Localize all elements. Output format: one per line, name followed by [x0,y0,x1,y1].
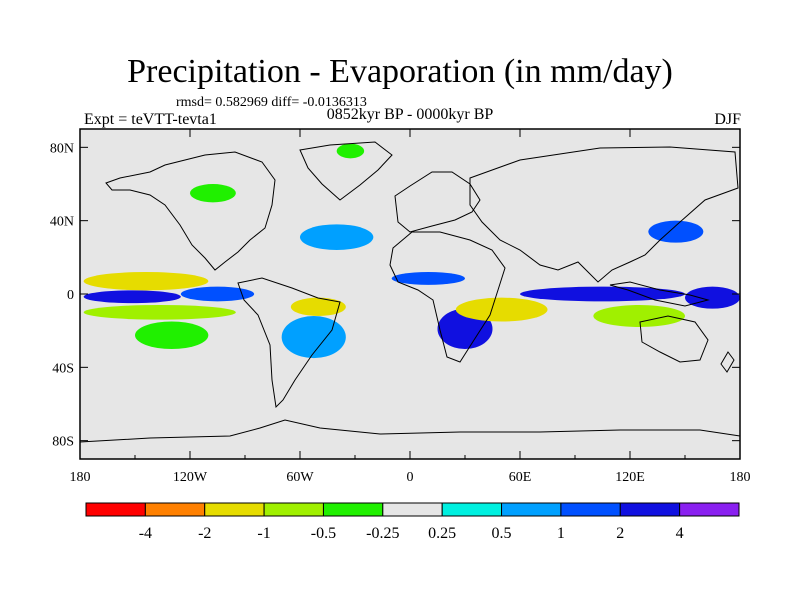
x-tick-label: 180 [730,470,751,485]
colorbar-box [263,502,324,517]
y-tick-label: 80S [52,435,74,450]
colorbar: -4 -2 -1 -0.5 -0.25 0.25 0.5 1 2 4 [85,502,740,542]
stats-line: rmsd= 0.582969 diff= -0.0136313 [176,95,367,110]
precip-region-11 [520,286,685,302]
x-tick-label: 120W [173,470,208,485]
coast-antarctica [79,419,741,443]
colorbar-label: 2 [616,525,624,542]
colorbar-label: -0.5 [311,525,336,542]
x-axis: 180 120W 60W 0 60E 120E 180 [70,129,751,485]
precip-region-0 [83,272,209,291]
colorbar-label: 0.25 [428,525,456,542]
coast-new-zealand [720,351,735,373]
experiment-label: Expt = teVTT-tevta1 [84,111,217,128]
colorbar-label: -2 [198,525,211,542]
colorbar-box [144,502,206,517]
x-tick-label: 60W [286,470,314,485]
coast-europe [394,171,481,233]
precip-region-14 [190,184,236,203]
season-label: DJF [714,111,741,128]
chart-title: Precipitation - Evaporation (in mm/day) [127,53,673,90]
colorbar-box [679,502,740,517]
precip-region-8 [391,272,466,285]
precip-region-6 [281,316,346,359]
coastlines [79,141,741,443]
coast-greenland [299,141,393,201]
x-tick-label: 0 [407,470,414,485]
colorbar-box [204,502,265,517]
precip-region-1 [83,290,181,304]
chart-subtitle: 0852kyr BP - 0000kyr BP [326,106,494,123]
y-tick-label: 40N [50,215,74,230]
coast-africa [389,231,506,363]
coast-southeast-asia [609,281,710,307]
colorbar-box [441,502,503,517]
y-axis: 80N 40N 0 40S 80S [50,141,740,450]
precip-region-3 [83,305,236,320]
precip-region-5 [290,297,346,317]
precip-region-16 [648,220,704,243]
precip-region-15 [336,143,365,159]
x-tick-label: 120E [615,470,645,485]
x-tick-label: 60E [509,470,532,485]
colorbar-label: 0.5 [492,525,512,542]
precip-region-13 [685,286,740,309]
colorbar-label: -4 [139,525,152,542]
colorbar-box [560,502,621,517]
y-tick-label: 0 [67,288,74,303]
colorbar-label: -0.25 [366,525,399,542]
colorbar-label: -1 [257,525,270,542]
coast-north-america [105,151,276,271]
coast-australia [639,315,709,363]
precip-regions [83,143,740,359]
precip-region-2 [180,286,255,302]
coast-asia [469,146,739,283]
colorbar-box [501,502,562,517]
colorbar-box [382,502,443,517]
colorbar-box [85,502,146,517]
colorbar-box [322,502,384,517]
precip-region-12 [593,305,686,327]
x-tick-label: 180 [70,470,91,485]
coast-south-america [237,277,341,409]
precip-region-4 [135,321,209,349]
precip-region-7 [300,224,374,251]
colorbar-label: 4 [676,525,684,542]
colorbar-box [619,502,681,517]
precip-region-10 [455,297,548,322]
y-tick-label: 40S [52,361,74,376]
colorbar-label: 1 [557,525,565,542]
y-tick-label: 80N [50,141,74,156]
